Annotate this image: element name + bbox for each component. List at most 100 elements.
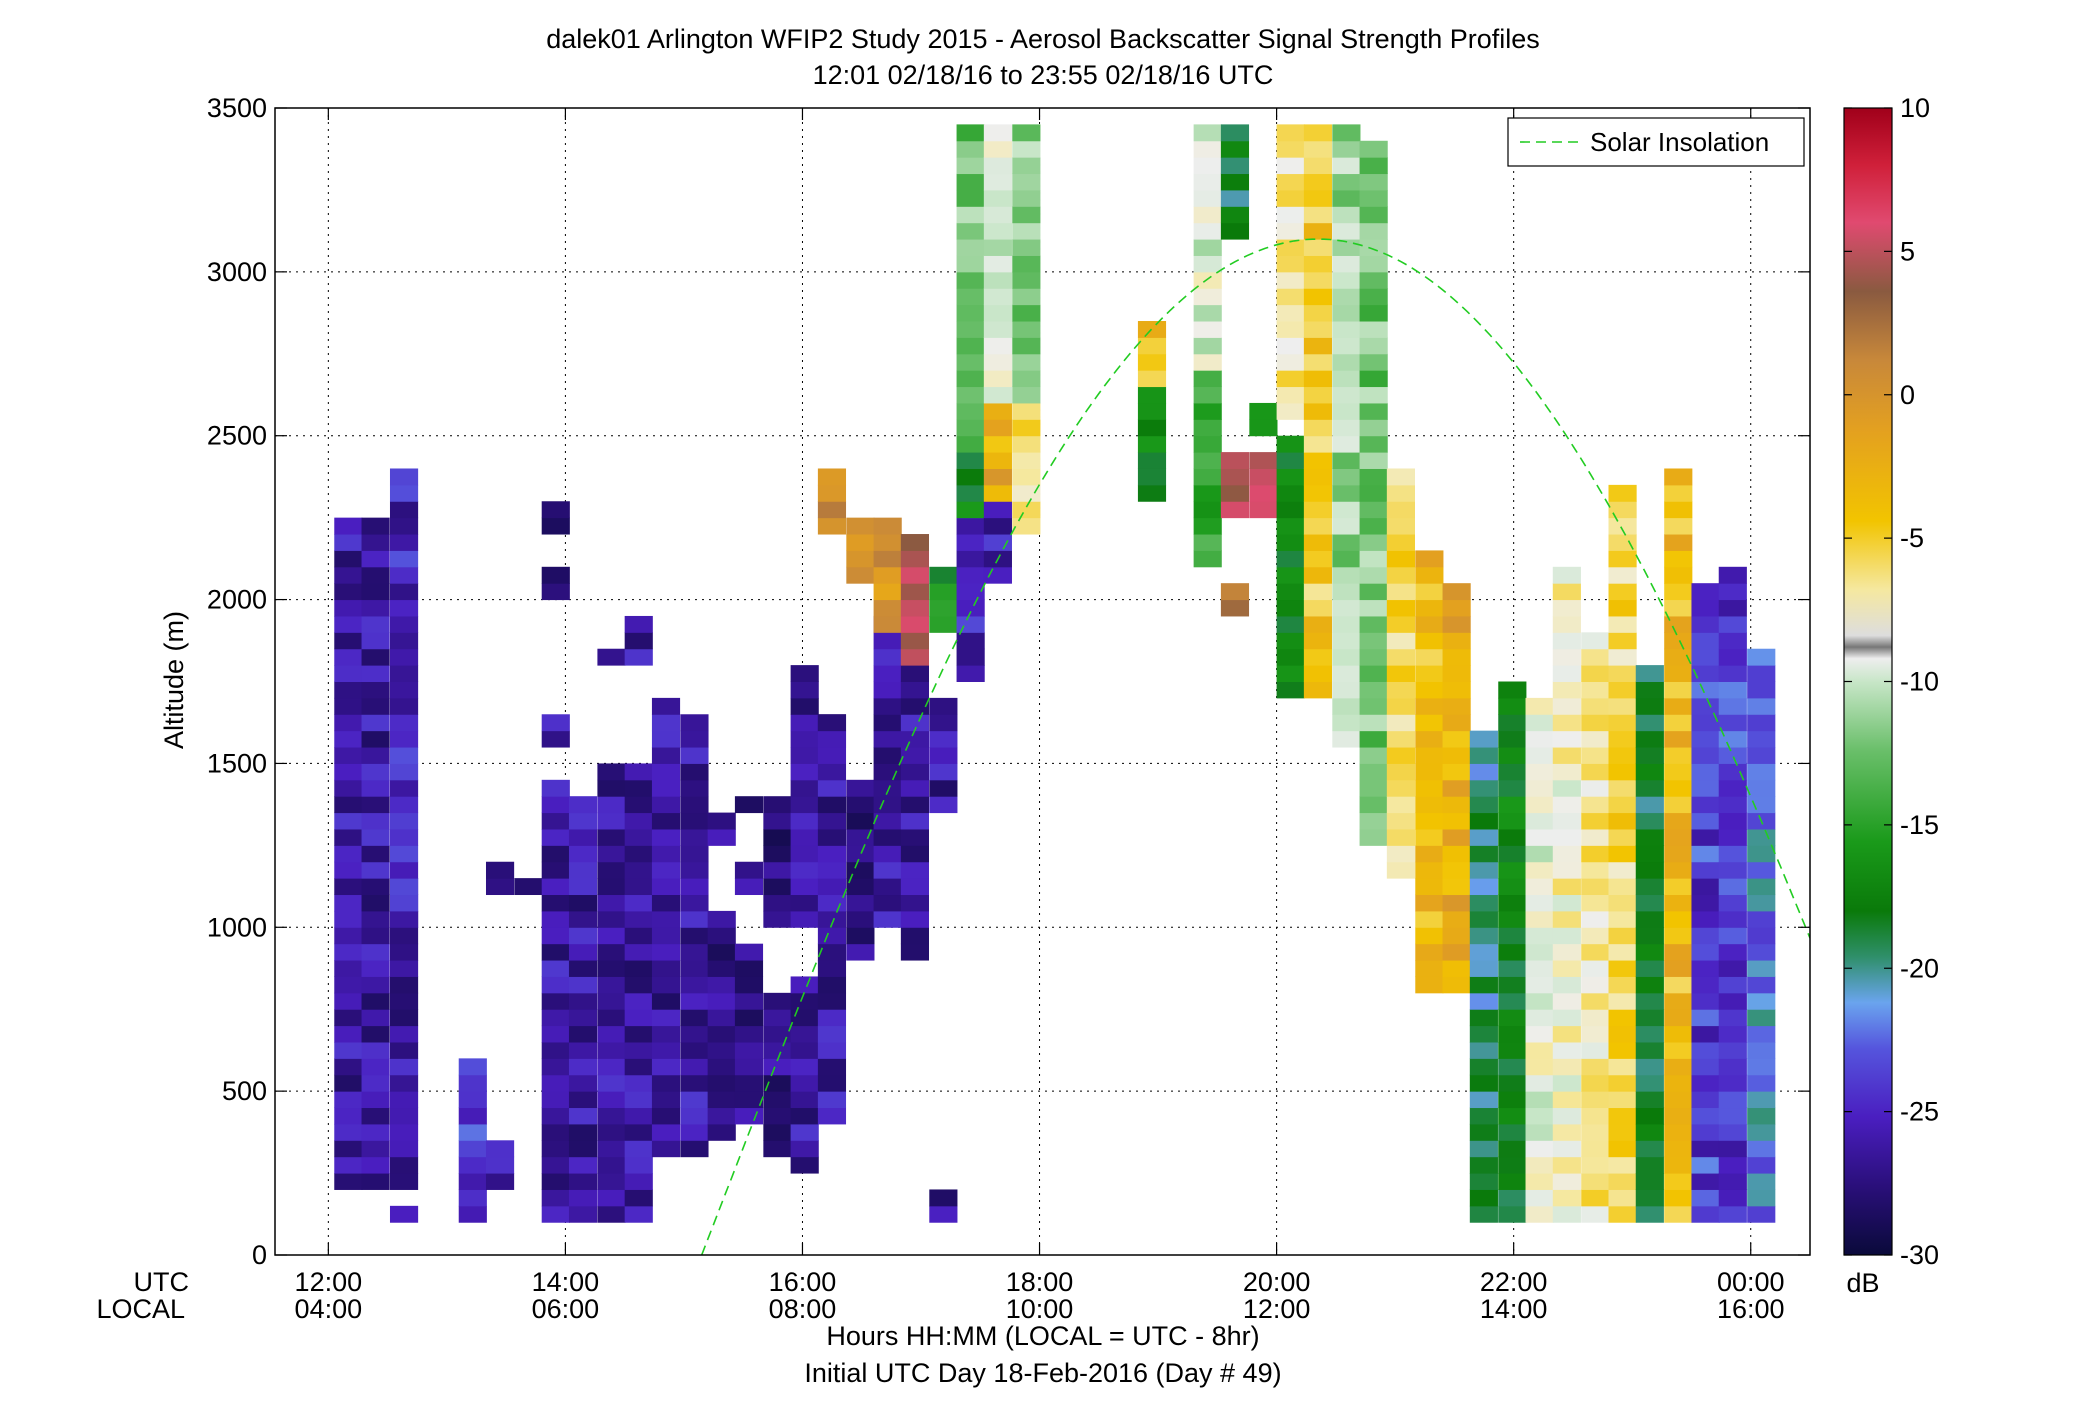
heatmap-cell bbox=[1012, 206, 1041, 224]
heatmap-cell bbox=[1718, 763, 1747, 781]
heatmap-cell bbox=[568, 1107, 598, 1125]
heatmap-cell bbox=[597, 648, 626, 666]
heatmap-cell bbox=[1386, 615, 1415, 633]
heatmap-cell bbox=[458, 1107, 487, 1125]
heatmap-cell bbox=[361, 1156, 390, 1174]
heatmap-cell bbox=[1691, 681, 1720, 699]
heatmap-cell bbox=[763, 1025, 792, 1043]
heatmap-cell bbox=[597, 943, 626, 961]
heatmap-cell bbox=[1276, 517, 1305, 535]
heatmap-cell bbox=[1635, 828, 1664, 846]
heatmap-cell bbox=[1386, 517, 1415, 535]
heatmap-cell bbox=[1691, 943, 1720, 961]
heatmap-cell bbox=[597, 796, 626, 814]
heatmap-cell bbox=[1747, 943, 1776, 961]
heatmap-cell bbox=[680, 763, 709, 781]
heatmap-cell bbox=[597, 960, 626, 977]
heatmap-cell bbox=[983, 206, 1012, 224]
heatmap-cell bbox=[1193, 206, 1222, 224]
heatmap-cell bbox=[929, 599, 958, 617]
heatmap-cell bbox=[846, 910, 875, 928]
heatmap-cell bbox=[1469, 812, 1498, 830]
heatmap-cell bbox=[956, 484, 985, 502]
heatmap-cell bbox=[1718, 812, 1747, 830]
heatmap-cell bbox=[790, 1156, 819, 1174]
heatmap-cell bbox=[956, 435, 985, 453]
heatmap-cell bbox=[680, 779, 709, 797]
heatmap-cell bbox=[1718, 992, 1747, 1010]
heatmap-cell bbox=[1332, 140, 1361, 158]
heatmap-cell bbox=[1415, 976, 1444, 994]
heatmap-cell bbox=[1552, 566, 1581, 584]
heatmap-cell bbox=[763, 861, 792, 879]
heatmap-cell bbox=[1691, 747, 1720, 764]
heatmap-cell bbox=[873, 828, 902, 846]
heatmap-cell bbox=[1747, 1123, 1776, 1141]
heatmap-cell bbox=[334, 1123, 363, 1141]
heatmap-cell bbox=[734, 1025, 764, 1043]
heatmap-cell bbox=[389, 484, 419, 502]
heatmap-cell bbox=[1747, 845, 1776, 863]
heatmap-cell bbox=[597, 779, 626, 797]
heatmap-cell bbox=[334, 828, 363, 846]
heatmap-cell bbox=[624, 943, 653, 961]
heatmap-cell bbox=[956, 648, 985, 666]
heatmap-cell bbox=[817, 992, 847, 1010]
heatmap-cell bbox=[1747, 1140, 1776, 1158]
heatmap-cell bbox=[624, 1074, 653, 1092]
legend: Solar Insolation bbox=[1507, 117, 1805, 167]
heatmap-cell bbox=[361, 599, 390, 617]
heatmap-cell bbox=[900, 779, 930, 797]
heatmap-cell bbox=[763, 1091, 792, 1109]
heatmap-cell bbox=[389, 1058, 419, 1076]
heatmap-cell bbox=[1691, 812, 1720, 830]
heatmap-cell bbox=[334, 599, 363, 617]
heatmap-cell bbox=[1691, 1025, 1720, 1043]
colorbar-ticks: 10 5 0 -5 -10 -15 -20 -25 -30 bbox=[1844, 93, 1939, 1270]
heatmap-cell bbox=[1359, 140, 1388, 158]
heatmap-cell bbox=[1332, 337, 1361, 355]
heatmap-cell bbox=[1220, 222, 1250, 240]
heatmap-cell bbox=[1525, 697, 1554, 715]
heatmap-cell bbox=[389, 615, 419, 633]
heatmap-cell bbox=[1664, 861, 1693, 879]
heatmap-cell bbox=[1359, 697, 1388, 715]
heatmap-cell bbox=[1635, 714, 1664, 732]
heatmap-cell bbox=[1718, 1091, 1747, 1109]
heatmap-cell bbox=[707, 1123, 736, 1141]
heatmap-cell bbox=[1525, 1107, 1554, 1125]
heatmap-cell bbox=[983, 288, 1012, 306]
heatmap-cell bbox=[1012, 173, 1041, 191]
heatmap-cell bbox=[1469, 1025, 1498, 1043]
heatmap-cell bbox=[1525, 763, 1554, 781]
heatmap-cell bbox=[983, 239, 1012, 256]
heatmap-cell bbox=[817, 1107, 847, 1125]
heatmap-cell bbox=[1747, 1107, 1776, 1125]
heatmap-cell bbox=[624, 828, 653, 846]
heatmap-cell bbox=[1581, 1058, 1610, 1076]
heatmap-cell bbox=[597, 861, 626, 879]
heatmap-cell bbox=[568, 894, 598, 912]
heatmap-cell bbox=[956, 599, 985, 617]
heatmap-cell bbox=[541, 779, 570, 797]
heatmap-cell bbox=[361, 1074, 390, 1092]
heatmap-cell bbox=[983, 370, 1012, 388]
heatmap-cell bbox=[900, 566, 930, 584]
heatmap-cell bbox=[1718, 665, 1747, 682]
heatmap-cell bbox=[334, 697, 363, 715]
heatmap-cell bbox=[790, 992, 819, 1010]
heatmap-cell bbox=[651, 976, 681, 994]
axis-ticks: 050010001500200025003000350012:0004:0014… bbox=[207, 93, 1810, 1324]
heatmap-cell bbox=[900, 648, 930, 666]
heatmap-cell bbox=[873, 779, 902, 797]
heatmap-cell bbox=[1359, 484, 1388, 502]
heatmap-cell bbox=[389, 1107, 419, 1125]
heatmap-cell bbox=[1303, 583, 1333, 601]
heatmap-cell bbox=[389, 632, 419, 650]
heatmap-cell bbox=[389, 714, 419, 732]
heatmap-cell bbox=[1012, 419, 1041, 437]
heatmap-cell bbox=[1581, 697, 1610, 715]
heatmap-cell bbox=[458, 1091, 487, 1109]
heatmap-cell bbox=[1276, 665, 1305, 682]
heatmap-cell bbox=[1303, 239, 1333, 256]
